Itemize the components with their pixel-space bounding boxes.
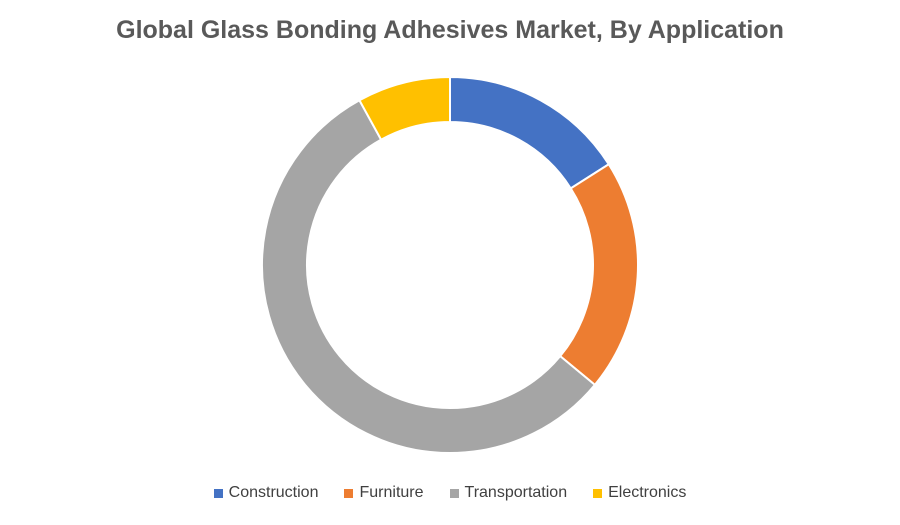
donut-slice-furniture — [558, 162, 639, 387]
legend-label: Furniture — [359, 484, 424, 501]
legend-swatch — [449, 488, 459, 498]
chart-legend: Construction Furniture Transportation Elect… — [0, 484, 900, 502]
legend-item-furniture: Furniture — [344, 484, 424, 502]
legend-label: Transportation — [464, 484, 568, 501]
legend-label: Construction — [228, 484, 319, 501]
legend-item-construction: Construction — [213, 484, 319, 502]
legend-item-transportation: Transportation — [449, 484, 568, 502]
legend-swatch — [213, 488, 223, 498]
legend-swatch — [593, 488, 603, 498]
legend-swatch — [344, 488, 354, 498]
donut-slices — [261, 75, 639, 454]
legend-item-electronics: Electronics — [593, 484, 686, 502]
donut-slice-transportation — [261, 98, 597, 454]
legend-label: Electronics — [608, 484, 687, 501]
chart-title: Global Glass Bonding Adhesives Market, B… — [116, 16, 784, 44]
donut-slice-construction — [449, 75, 611, 190]
donut-slice-electronics — [358, 75, 451, 142]
